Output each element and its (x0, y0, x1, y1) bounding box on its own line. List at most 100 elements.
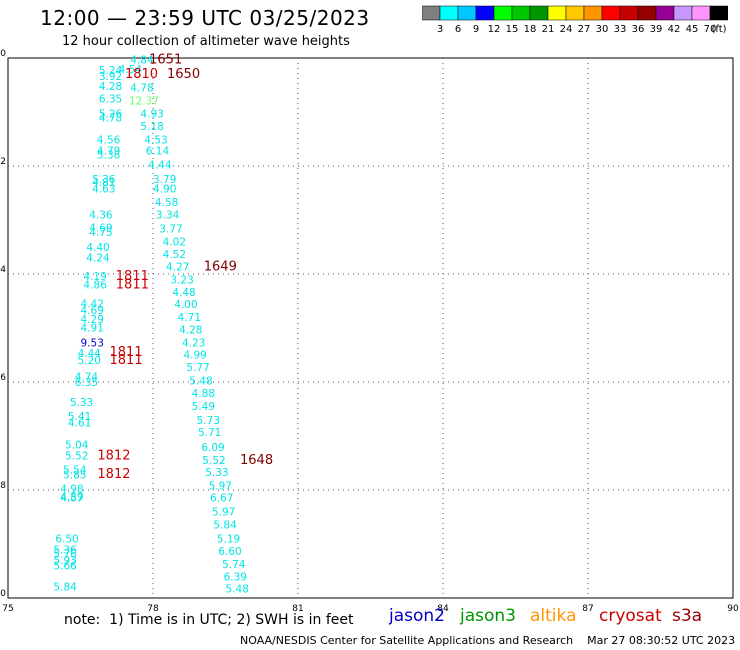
wave-height-label: 3.77 (159, 224, 182, 236)
wave-height-label: 6.60 (218, 546, 241, 558)
wave-height-label: 5.74 (222, 559, 246, 571)
wave-height-label: 4.44 (148, 159, 172, 171)
legend-label: 12 (488, 24, 501, 35)
wave-height-label: 4.56 (97, 135, 121, 147)
footer-credit: NOAA/NESDIS Center for Satellite Applica… (240, 634, 736, 647)
wave-height-label: 5.52 (202, 455, 225, 467)
wave-height-label: 5.49 (192, 401, 215, 413)
wave-height-label: 6.67 (210, 493, 233, 505)
wave-height-label: 4.78 (99, 112, 122, 124)
y-tick-label: -8 (0, 481, 6, 491)
legend-label: 18 (524, 24, 537, 35)
wave-height-label: 6.35 (99, 94, 122, 106)
wave-height-label: 4.61 (68, 418, 91, 430)
legend-label: 21 (542, 24, 555, 35)
wave-height-label: 4.29 (81, 314, 104, 326)
wave-height-label: 5.76 (53, 549, 77, 561)
wave-height-label: 4.93 (140, 109, 163, 121)
wave-height-label: 4.44 (78, 348, 102, 360)
wave-height-label: 4.42 (81, 299, 104, 311)
legend-label: 6 (455, 24, 461, 35)
pass-time-label: 1648 (240, 453, 273, 468)
wave-height-label: 4.48 (172, 287, 195, 299)
legend-label: 33 (614, 24, 627, 35)
wave-height-label: 5.73 (197, 415, 220, 427)
x-tick-label: 84 (437, 604, 449, 612)
wave-height-label: 5.20 (78, 355, 101, 367)
wave-height-label: 5.24 (99, 65, 123, 77)
pass-time-label: 1811 (116, 277, 149, 292)
wave-height-label: 4.91 (81, 322, 104, 334)
legend-label: 42 (668, 24, 681, 35)
wave-height-label: 5.84 (53, 582, 77, 594)
wave-height-label: 4.81 (92, 177, 115, 189)
legend-cryosat: cryosat (599, 606, 662, 626)
grid-lines (8, 58, 733, 598)
x-tick-label: 81 (292, 604, 303, 612)
wave-height-label: 6.39 (224, 571, 247, 583)
color-scale-legend: 3 6 9 12 15 18 21 24 27 30 33 36 39 42 45 70(ft) (422, 5, 728, 35)
wave-height-label: 4.28 (179, 325, 202, 337)
pass-time-label: 1812 (97, 467, 130, 482)
wave-height-label: 4.19 (83, 271, 106, 283)
wave-height-label: 5.85 (63, 469, 86, 481)
y-tick-label: 0 (0, 49, 6, 59)
wave-height-label: 4.52 (163, 249, 186, 261)
pass-time-label: 1811 (110, 345, 143, 360)
wave-height-label: 5.33 (70, 397, 93, 409)
wave-height-label: 4.57 (60, 493, 83, 505)
y-tick-label: -4 (0, 265, 6, 275)
wave-height-label: 4.98 (60, 483, 83, 495)
wave-height-label: 3.34 (156, 210, 180, 222)
wave-height-label: 4.28 (99, 81, 122, 93)
legend-label: (ft) (711, 24, 726, 35)
wave-height-label: 4.40 (86, 242, 109, 254)
wave-height-label: 5.26 (99, 109, 123, 121)
legend-label: 27 (578, 24, 591, 35)
wave-height-label: 4.86 (83, 279, 107, 291)
legend-jason3: jason3 (460, 606, 516, 626)
wave-height-label: 5.52 (65, 450, 88, 462)
wave-height-label: 4.74 (75, 372, 99, 384)
wave-height-label: 4.27 (166, 261, 189, 273)
wave-height-label: 4.63 (92, 184, 115, 196)
pass-time-label: 1649 (204, 259, 237, 274)
pass-time-label: 1810 (125, 67, 158, 82)
pass-time-label: 1812 (97, 448, 130, 463)
wave-height-label: 5.33 (205, 467, 228, 479)
wave-height-label: 3.92 (99, 71, 122, 83)
wave-height-label: 4.02 (163, 237, 186, 249)
legend-label: 30 (596, 24, 609, 35)
x-tick-label: 87 (582, 604, 593, 612)
y-tick-label: -2 (0, 157, 6, 167)
wave-height-label: 5.97 (212, 507, 235, 519)
pass-time-label: 1650 (167, 67, 200, 82)
wave-height-label: 3.79 (153, 174, 176, 186)
wave-height-label: 4.88 (192, 388, 215, 400)
wave-height-label: 4.36 (89, 210, 113, 222)
wave-height-label: 6.14 (146, 145, 170, 157)
wave-height-label: 6.50 (55, 534, 78, 546)
wave-height-label: 4.71 (178, 312, 201, 324)
wave-height-label: 5.48 (189, 375, 212, 387)
wave-height-label: 9.53 (81, 338, 104, 350)
wave-height-label: 6.09 (201, 442, 224, 454)
wave-height-label: 4.54 (119, 64, 143, 76)
wave-height-label: 4.00 (174, 299, 197, 311)
wave-height-label: 5.84 (213, 520, 237, 532)
wave-height-label: 5.04 (65, 440, 89, 452)
wave-height-label: 4.89 (60, 491, 83, 503)
wave-height-label: 5.71 (198, 427, 221, 439)
wave-height-label: 5.66 (53, 561, 77, 573)
wave-height-label: 5.38 (97, 150, 120, 162)
legend-label: 15 (506, 24, 519, 35)
wave-height-label: 4.58 (155, 197, 178, 209)
wave-height-label: 5.36 (53, 544, 77, 556)
wave-height-label: 5.19 (217, 534, 240, 546)
wave-height-label: 4.99 (183, 349, 206, 361)
wave-height-label: 5.77 (186, 362, 209, 374)
chart-title: 12:00 — 23:59 UTC 03/25/2023 (40, 6, 370, 30)
legend-label: 3 (437, 24, 443, 35)
wave-height-label: 4.23 (182, 338, 205, 350)
